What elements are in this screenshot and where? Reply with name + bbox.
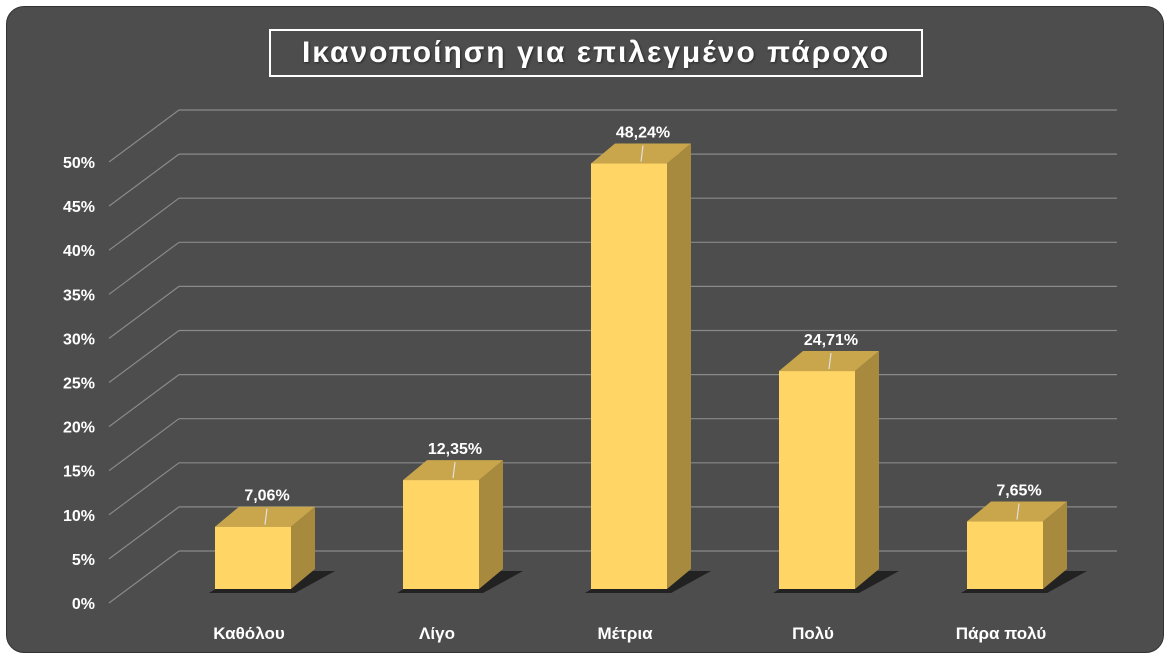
y-tick-label: 35% xyxy=(63,287,95,304)
x-tick-label: Πάρα πολύ xyxy=(956,624,1047,643)
chart-frame: 0% 5% 10% 15% 20% 25% 30% 35% 40% 45% 50% 7,06% Καθό… xyxy=(6,6,1164,653)
chart-canvas: 0% 5% 10% 15% 20% 25% 30% 35% 40% 45% 50% 7,06% Καθό… xyxy=(63,109,1117,643)
gridline-diagonal xyxy=(108,550,180,604)
bar-side xyxy=(1043,501,1067,589)
bar xyxy=(967,521,1043,589)
x-tick-label: Καθόλου xyxy=(213,624,285,643)
y-tick-label: 10% xyxy=(63,508,95,525)
gridline-diagonal xyxy=(108,462,180,516)
bar-side xyxy=(855,351,879,589)
data-label: 7,06% xyxy=(244,488,289,505)
y-tick-label: 30% xyxy=(63,331,95,348)
data-label: 24,71% xyxy=(804,332,858,349)
gridline-diagonal xyxy=(108,418,180,472)
y-tick-label: 50% xyxy=(63,155,95,172)
bar-side xyxy=(291,506,315,589)
bar-top xyxy=(215,506,315,527)
bar xyxy=(591,163,667,589)
bar xyxy=(779,371,855,589)
y-tick-label: 15% xyxy=(63,464,95,481)
data-label-leader xyxy=(828,352,832,370)
y-tick-label: 40% xyxy=(63,243,95,260)
gridline-diagonal xyxy=(108,330,180,383)
gridline-diagonal xyxy=(108,241,180,295)
data-label-leader xyxy=(264,508,268,525)
data-label: 7,65% xyxy=(996,483,1041,500)
chart-title-box: Ικανοποίηση για επιλεγμένο πάροχο xyxy=(269,29,923,77)
y-tick-label: 25% xyxy=(63,376,95,393)
y-tick-label: 45% xyxy=(63,199,95,216)
gridline-diagonal xyxy=(108,153,180,207)
data-label-leader xyxy=(452,461,456,479)
gridline-diagonal xyxy=(108,109,180,163)
x-tick-label: Μέτρια xyxy=(597,624,653,643)
data-label: 48,24% xyxy=(616,125,670,142)
bar-top xyxy=(779,351,879,372)
bar xyxy=(403,480,479,589)
x-tick-label: Λίγο xyxy=(419,624,455,643)
bar-top xyxy=(591,143,691,164)
bar-top xyxy=(967,501,1067,522)
gridline-diagonal xyxy=(108,506,180,560)
data-label-leader xyxy=(1016,503,1020,520)
bar-side xyxy=(667,143,691,589)
bar xyxy=(215,526,291,589)
chart-title: Ικανοποίηση για επιλεγμένο πάροχο xyxy=(301,36,891,69)
gridline-diagonal xyxy=(108,374,180,428)
x-tick-label: Πολύ xyxy=(792,624,834,643)
data-label-leader xyxy=(640,145,644,162)
gridline-diagonal xyxy=(108,285,180,339)
y-tick-label: 20% xyxy=(63,420,95,437)
bar-side xyxy=(479,460,503,589)
y-tick-label: 5% xyxy=(72,552,95,569)
gridline-diagonal xyxy=(108,197,180,251)
y-tick-label: 0% xyxy=(72,596,95,613)
bar-top xyxy=(403,460,503,481)
data-label: 12,35% xyxy=(428,441,482,458)
